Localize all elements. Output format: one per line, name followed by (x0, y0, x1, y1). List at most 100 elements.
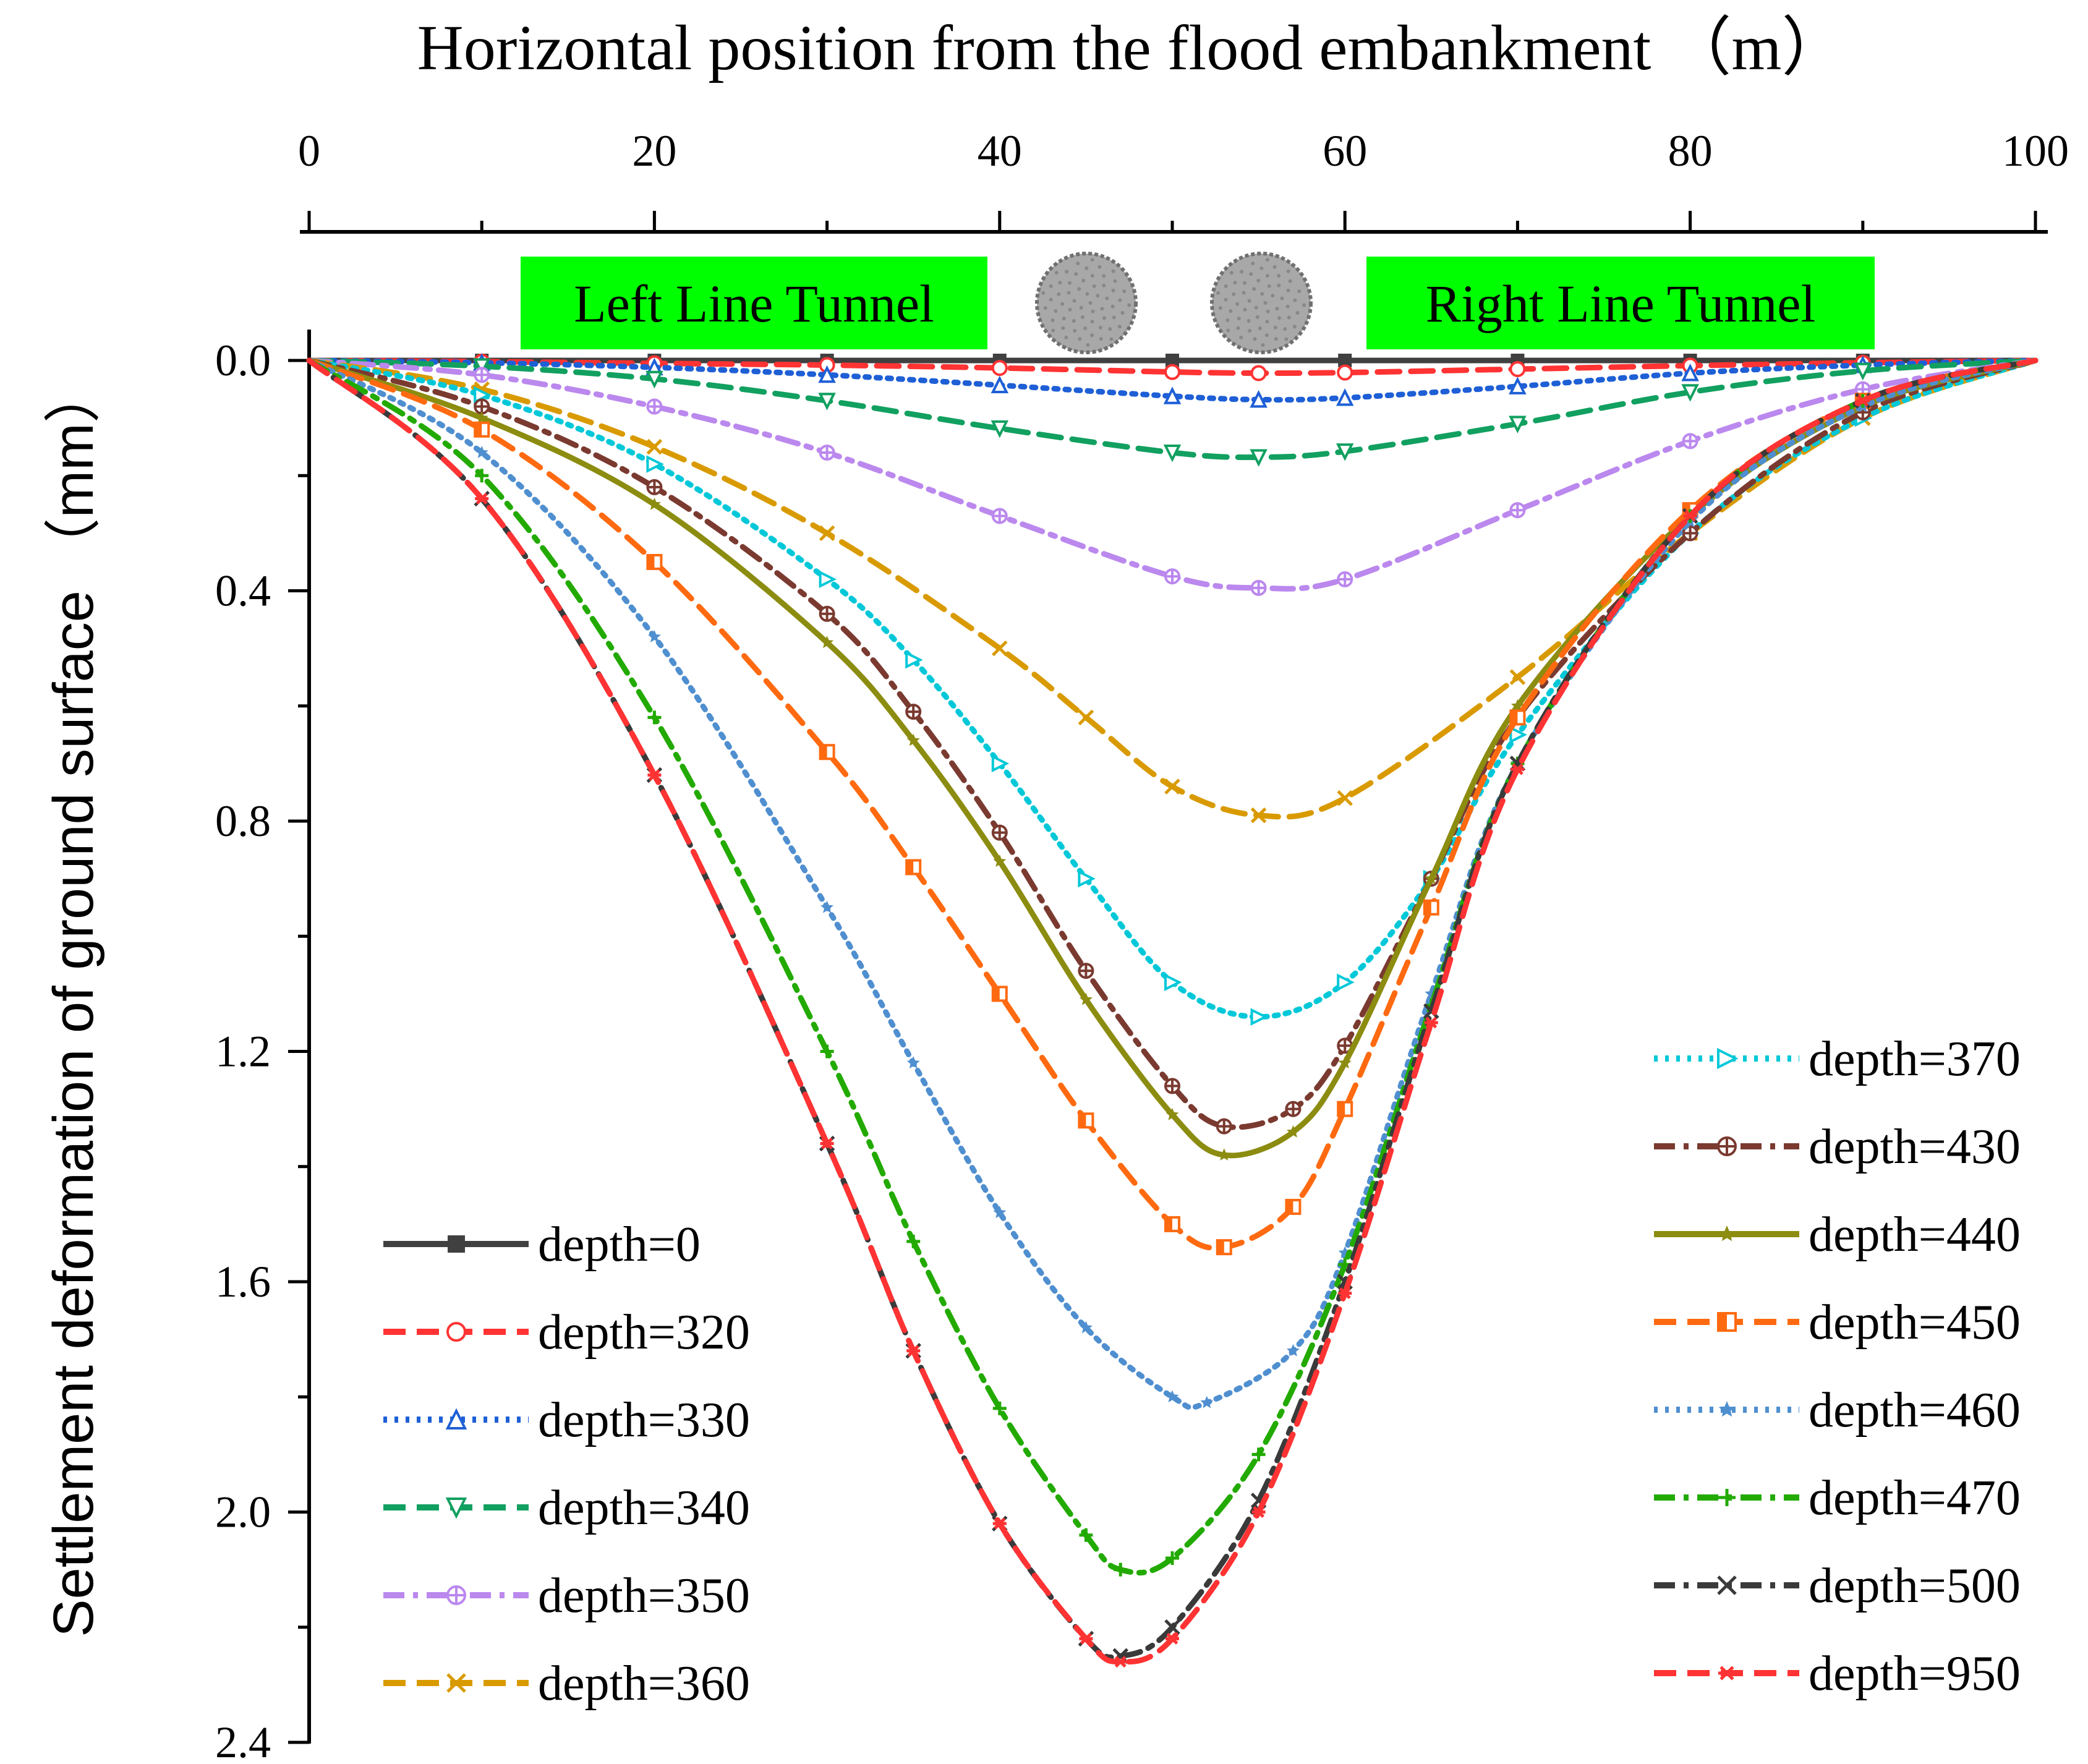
series-line-depth=360 (306, 357, 2039, 820)
left-tunnel-texture-dot (1083, 326, 1088, 331)
right-tunnel-texture-dot (1286, 269, 1290, 273)
data-point-depth=460 (906, 1056, 920, 1068)
right-tunnel-texture-dot (1216, 291, 1221, 295)
right-tunnel-texture-dot (1277, 316, 1281, 320)
legend-label: depth=950 (1809, 1647, 2021, 1701)
left-tunnel-texture-dot (1076, 262, 1080, 266)
data-point-depth=360 (1250, 807, 1267, 824)
data-point-depth=430 (1285, 1101, 1302, 1117)
data-point-depth=450 (991, 986, 1008, 1002)
data-point-depth=320 (1337, 364, 1353, 381)
legend-label: depth=360 (538, 1656, 750, 1711)
data-point-depth=460 (475, 446, 488, 458)
left-tunnel-label: Left Line Tunnel (574, 274, 934, 333)
legend-item-depth=440: depth=440 (1654, 1208, 2021, 1262)
left-tunnel-texture-dot (1090, 320, 1094, 324)
data-point-depth=470 (1114, 1562, 1128, 1577)
left-tunnel-texture-dot (1127, 303, 1131, 307)
right-tunnel-texture-dot (1247, 299, 1251, 303)
series-depth=340 (306, 357, 2039, 467)
legend-marker-depth=450-fill (1718, 1313, 1727, 1331)
series-group (306, 353, 2039, 1668)
legend-marker-depth=370 (1717, 1047, 1739, 1070)
data-point-depth=430-cross (1079, 964, 1093, 978)
data-point-depth=450-fill (820, 745, 827, 759)
data-point-depth=450 (1216, 1239, 1232, 1256)
right-tunnel-texture-dot (1261, 343, 1265, 347)
data-point-depth=370 (646, 455, 664, 473)
data-point-depth=370 (1164, 973, 1182, 991)
right-tunnel-texture-dot (1254, 305, 1258, 310)
legend-label: depth=460 (1809, 1383, 2021, 1438)
series-depth=450 (306, 357, 2039, 1256)
left-tunnel-texture-dot (1077, 287, 1081, 291)
left-tunnel-texture-dot (1109, 337, 1114, 341)
data-point-depth=460 (647, 630, 661, 642)
data-point-depth=320 (991, 360, 1008, 377)
right-tunnel-texture-dot (1277, 274, 1281, 278)
left-tunnel-texture-dot (1113, 279, 1117, 283)
data-point-depth=330 (1509, 377, 1527, 394)
right-tunnel-texture-dot (1226, 328, 1230, 333)
data-point-depth=330 (818, 365, 836, 383)
right-tunnel-texture-dot (1260, 292, 1264, 296)
legend-marker-depth=500 (1717, 1575, 1737, 1595)
legend-marker-depth=350-cross (448, 1587, 465, 1604)
data-point-depth=430 (991, 824, 1008, 841)
left-tunnel-texture-dot (1096, 294, 1100, 298)
data-point-depth=440 (1287, 1125, 1300, 1138)
x-tick-label: 100 (2002, 126, 2069, 176)
data-point-depth=430-cross (820, 607, 834, 621)
data-point-depth=360 (1164, 778, 1180, 795)
data-point-depth=430 (1337, 1038, 1353, 1054)
legend-marker-depth=340 (445, 1498, 467, 1519)
y-axis-title: Settlement deformation of ground surface… (42, 366, 105, 1637)
right-tunnel-label-box (1366, 257, 1875, 349)
left-tunnel-texture-dot (1049, 284, 1053, 288)
data-point-depth=450 (819, 744, 835, 761)
data-point-depth=950 (820, 1138, 834, 1149)
legend-marker-depth=450 (1717, 1312, 1737, 1332)
data-point-depth=350 (474, 367, 490, 383)
series-depth=440 (306, 357, 2039, 1161)
left-tunnel-texture-dot (1090, 258, 1094, 262)
right-tunnel-texture-dot (1297, 289, 1302, 294)
y-tick-label: 0.4 (215, 566, 271, 616)
right-tunnel-texture-dot (1287, 315, 1291, 320)
legend-item-depth=470: depth=470 (1654, 1471, 2021, 1525)
right-tunnel-texture-dot (1259, 266, 1264, 270)
data-point-depth=350 (1509, 502, 1526, 519)
data-point-depth=950 (1424, 1016, 1438, 1029)
data-point-depth=340 (472, 358, 491, 376)
data-point-depth=460 (1079, 1321, 1093, 1334)
right-tunnel-texture-dot (1252, 287, 1256, 291)
data-point-depth=470 (906, 1234, 921, 1248)
left-tunnel-texture-dot (1120, 311, 1125, 315)
legend-marker-depth=0 (448, 1235, 465, 1253)
data-point-depth=0 (1338, 354, 1352, 367)
data-point-depth=330 (1336, 388, 1354, 406)
legend-item-depth=950: depth=950 (1654, 1647, 2021, 1701)
left-tunnel-texture-dot (1112, 315, 1116, 320)
data-point-depth=430-cross (647, 480, 662, 494)
left-tunnel-texture-dot (1062, 317, 1066, 321)
left-tunnel-texture-dot (1060, 302, 1065, 306)
right-tunnel-texture-dot (1233, 281, 1237, 285)
right-tunnel-texture-dot (1267, 284, 1271, 288)
legend-label: depth=430 (1809, 1120, 2021, 1174)
series-line-depth=340 (306, 357, 2039, 461)
data-point-depth=950 (1114, 1656, 1128, 1668)
data-point-depth=430-cross (1286, 1102, 1300, 1116)
legend-marker-depth=430-cross (1718, 1138, 1736, 1155)
left-tunnel-texture-dot (1054, 271, 1059, 275)
right-tunnel-texture-dot (1258, 326, 1263, 331)
data-point-depth=450 (905, 859, 922, 876)
left-tunnel-texture-dot (1100, 307, 1104, 311)
data-point-depth=430 (905, 704, 922, 720)
legend-label: depth=450 (1809, 1295, 2021, 1350)
left-tunnel-texture-dot (1078, 337, 1082, 341)
data-point-depth=470 (1251, 1447, 1266, 1462)
left-tunnel-texture-dot (1105, 296, 1109, 300)
left-tunnel-texture-dot (1085, 292, 1089, 296)
